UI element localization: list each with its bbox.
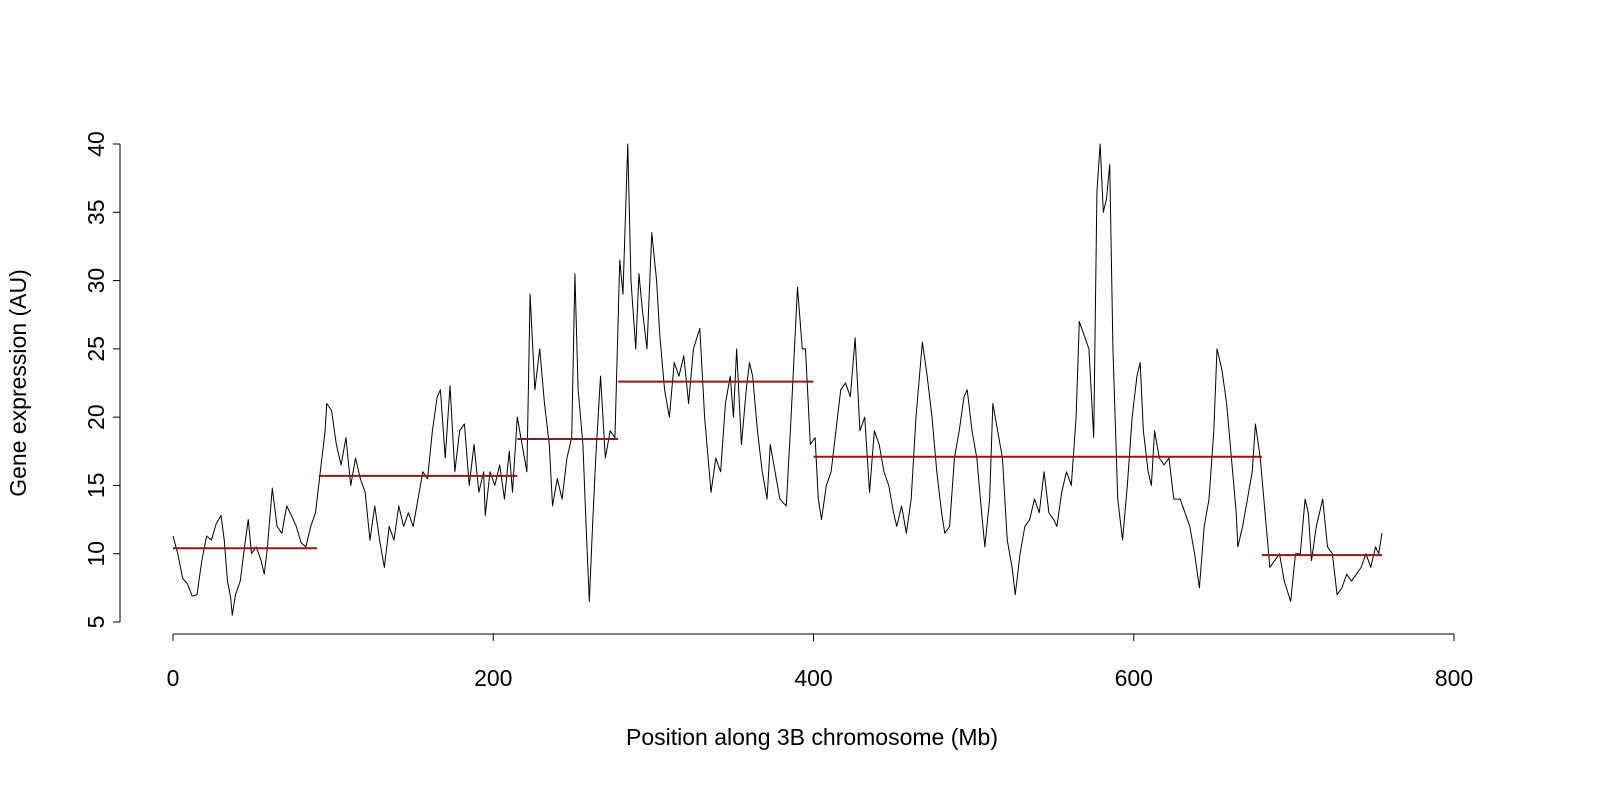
y-tick-label: 40 xyxy=(83,131,109,157)
x-tick-label: 800 xyxy=(1435,665,1473,691)
y-tick-label: 35 xyxy=(83,199,109,225)
y-tick-label: 15 xyxy=(83,473,109,499)
x-tick-label: 600 xyxy=(1115,665,1153,691)
y-tick-label: 20 xyxy=(83,404,109,430)
y-tick-label: 5 xyxy=(83,616,109,629)
y-tick-label: 10 xyxy=(83,541,109,567)
x-tick-label: 200 xyxy=(474,665,512,691)
y-tick-label: 30 xyxy=(83,268,109,294)
data-line xyxy=(172,143,1383,616)
x-axis-label: Position along 3B chromosome (Mb) xyxy=(626,724,998,750)
y-axis-label: Gene expression (AU) xyxy=(5,269,31,497)
x-tick-label: 400 xyxy=(794,665,832,691)
x-tick-label: 0 xyxy=(167,665,180,691)
y-tick-label: 25 xyxy=(83,336,109,362)
